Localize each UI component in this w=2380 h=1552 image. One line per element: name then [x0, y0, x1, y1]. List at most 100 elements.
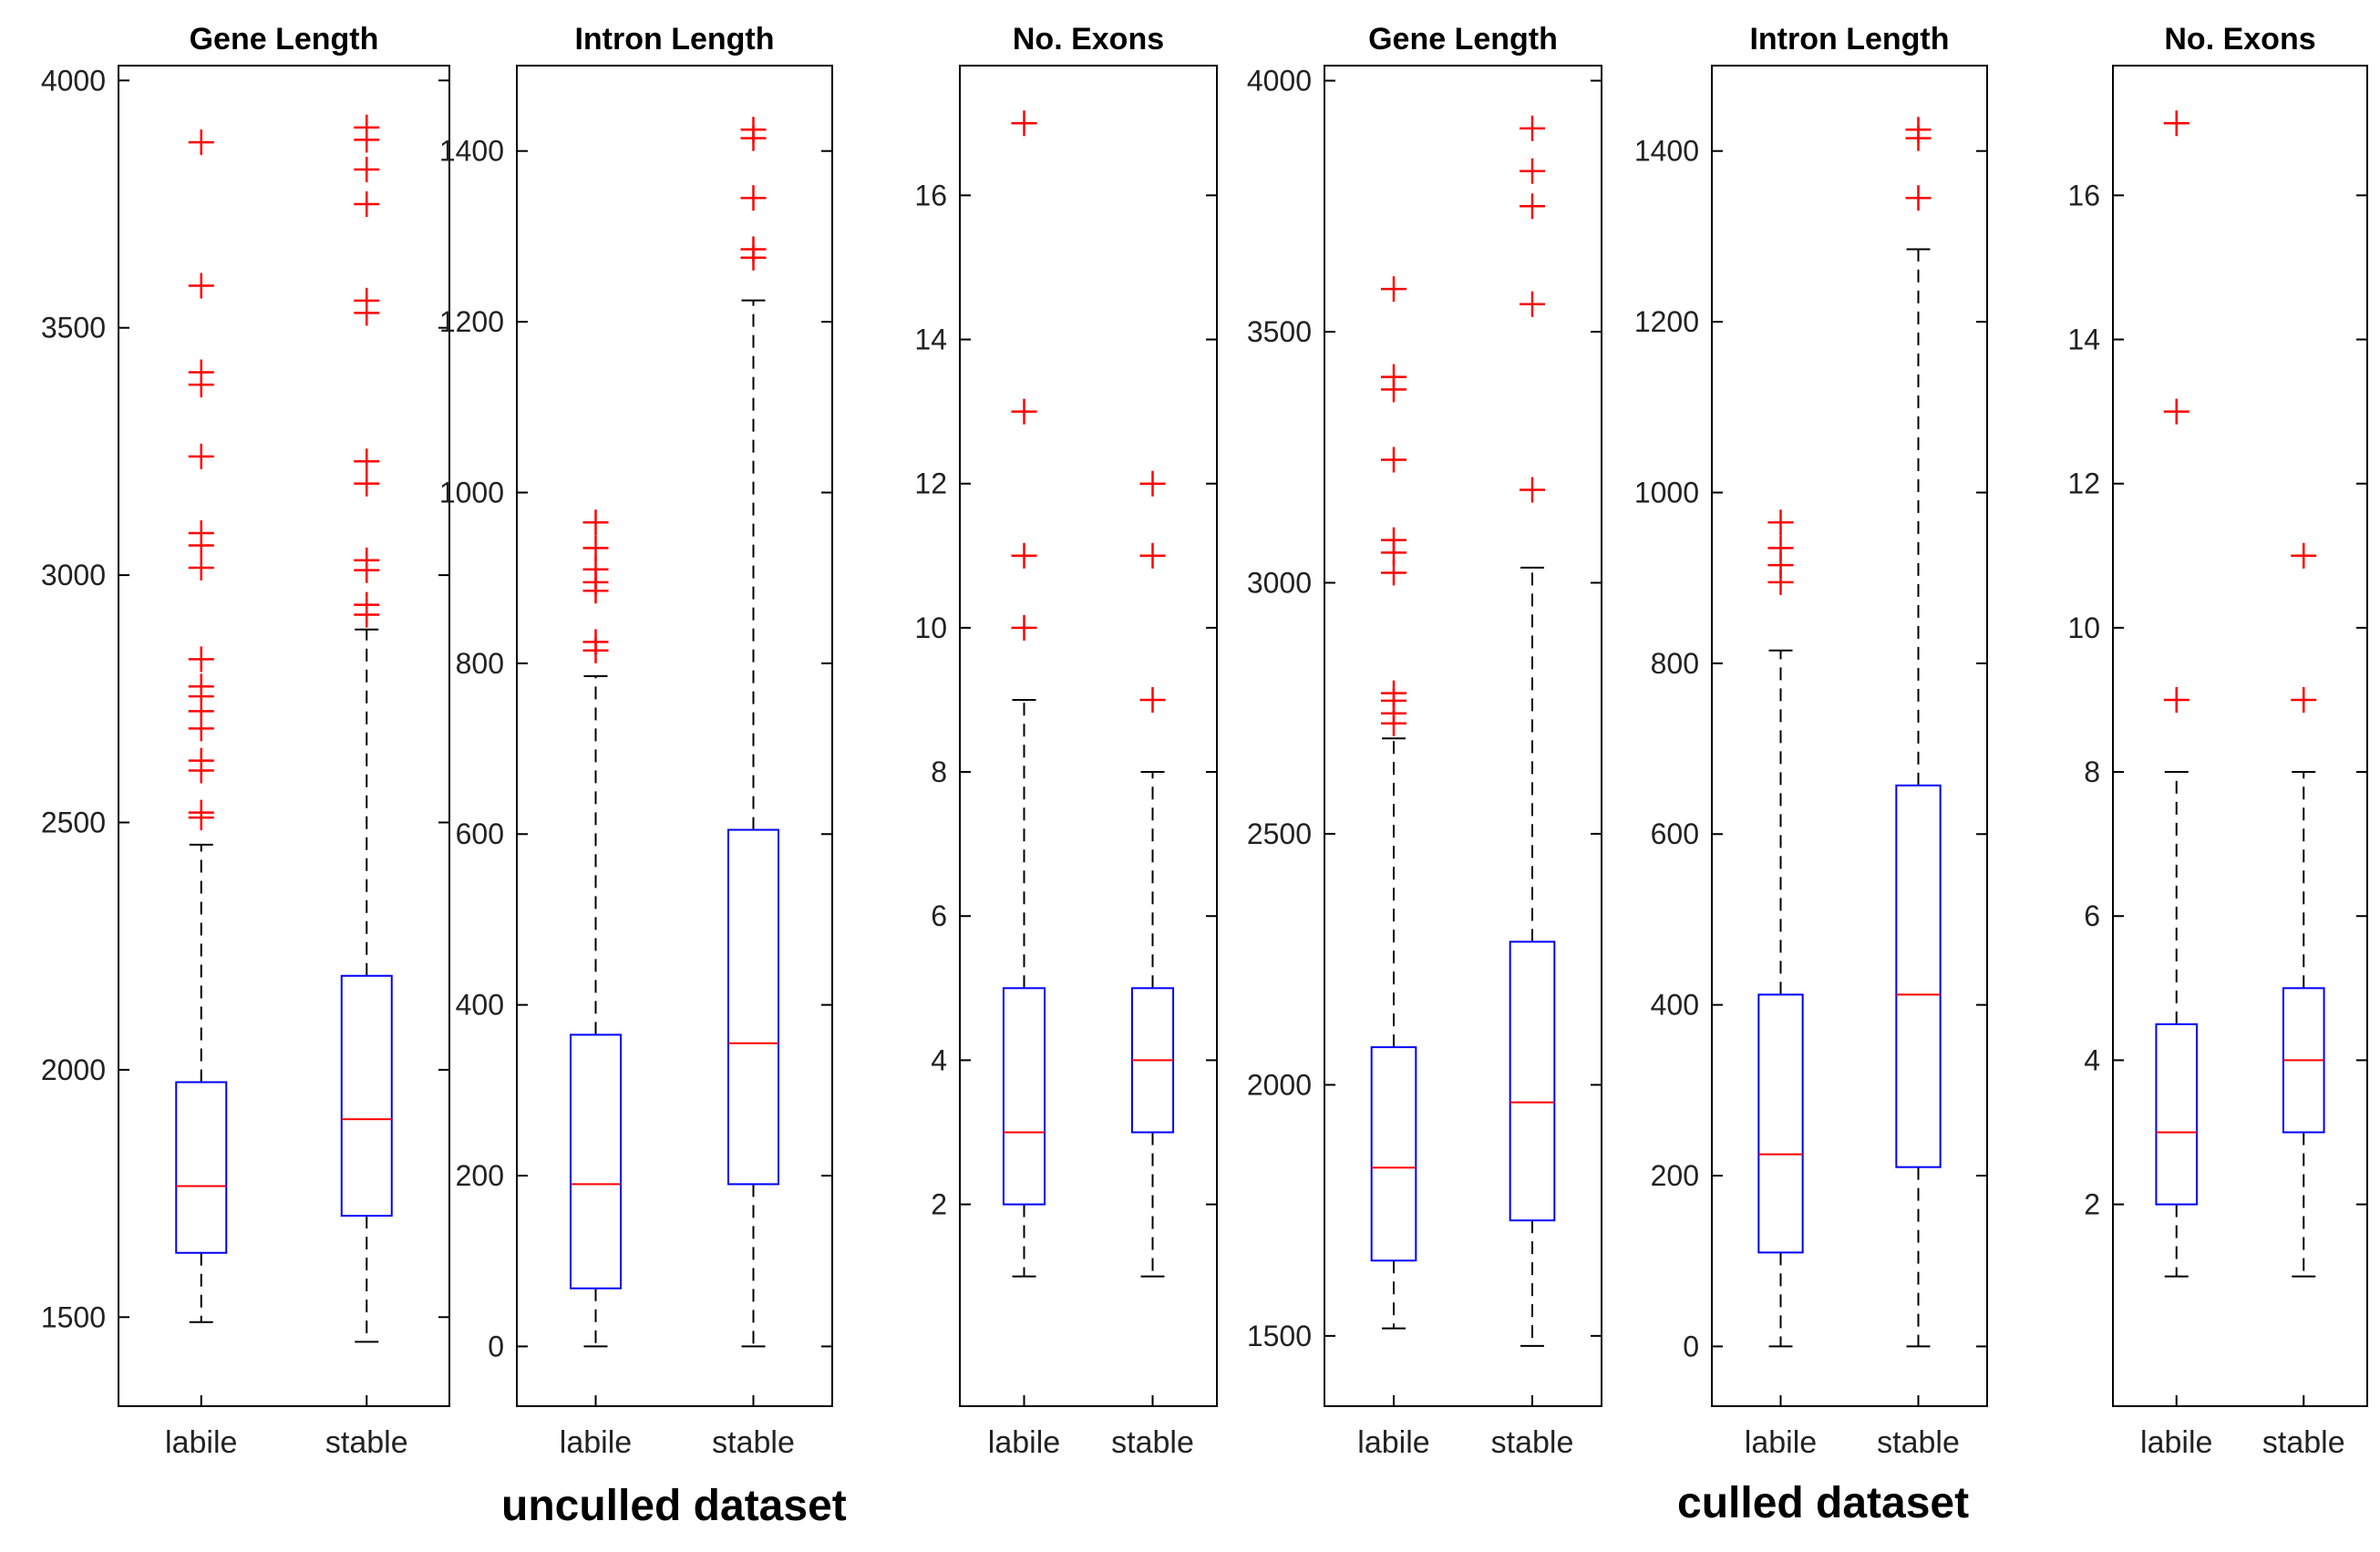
- outlier-marker: [1139, 686, 1166, 713]
- iqr-box: [1002, 987, 1046, 1206]
- y-tick-label: 200: [456, 1159, 504, 1192]
- y-tick-label: 14: [2067, 324, 2100, 356]
- outlier-marker: [582, 556, 609, 582]
- outlier-marker: [188, 799, 214, 826]
- x-tick-label: stable: [1877, 1425, 1960, 1460]
- y-tick-label: 2500: [41, 806, 106, 838]
- y-tick-label: 8: [931, 755, 947, 788]
- plot-frame: [118, 65, 450, 1407]
- panel-title: Gene Length: [1368, 22, 1558, 57]
- outlier-marker: [740, 236, 767, 262]
- y-tick-label: 16: [914, 179, 947, 211]
- y-tick-label: 12: [2067, 468, 2100, 500]
- panel-title: Gene Length: [190, 22, 379, 57]
- x-tick-label: labile: [2140, 1425, 2212, 1460]
- y-tick-label: 14: [914, 324, 947, 356]
- caption-culled: culled dataset: [1677, 1479, 1970, 1527]
- y-tick-label: 400: [456, 989, 504, 1022]
- iqr-box: [1370, 1046, 1417, 1262]
- y-tick-label: 12: [914, 468, 947, 500]
- outlier-marker: [740, 185, 767, 211]
- outlier-marker: [188, 272, 214, 299]
- outlier-marker: [740, 117, 767, 143]
- outlier-marker: [582, 535, 609, 561]
- y-tick-label: 6: [2084, 899, 2100, 932]
- outlier-marker: [1767, 509, 1794, 536]
- iqr-box: [1509, 940, 1556, 1222]
- outlier-marker: [1381, 447, 1406, 473]
- plot-frame: [1324, 65, 1602, 1407]
- outlier-marker: [2163, 686, 2189, 713]
- outlier-marker: [1381, 364, 1406, 390]
- plot-frame: [959, 65, 1218, 1407]
- x-tick-label: stable: [325, 1425, 408, 1460]
- x-tick-label: labile: [560, 1425, 632, 1460]
- y-tick-label: 8: [2084, 755, 2100, 788]
- outlier-marker: [188, 129, 214, 156]
- panel-title: Intron Length: [574, 22, 774, 57]
- outlier-marker: [188, 747, 214, 774]
- outlier-marker: [1139, 542, 1166, 569]
- outlier-marker: [1905, 117, 1932, 143]
- y-tick-label: 1200: [439, 305, 504, 338]
- y-tick-label: 800: [456, 647, 504, 680]
- outlier-marker: [354, 470, 380, 497]
- y-tick-label: 10: [2067, 612, 2100, 644]
- iqr-box: [570, 1033, 622, 1290]
- x-tick-label: stable: [2262, 1425, 2345, 1460]
- y-tick-label: 2: [931, 1188, 947, 1221]
- y-tick-label: 800: [1651, 647, 1699, 680]
- y-tick-label: 16: [2067, 179, 2100, 211]
- iqr-box: [175, 1081, 228, 1254]
- y-tick-label: 1000: [1634, 476, 1699, 509]
- iqr-box: [1757, 993, 1804, 1254]
- y-tick-label: 3000: [41, 559, 106, 591]
- outlier-marker: [354, 156, 380, 182]
- y-tick-label: 0: [488, 1330, 504, 1362]
- y-tick-label: 1200: [1634, 305, 1699, 338]
- y-tick-label: 2: [2084, 1188, 2100, 1221]
- boxplot-panel-4: Gene Length 1500 2000 2500 3000 3500 4000 labil…: [1247, 22, 1602, 1460]
- y-tick-label: 4: [2084, 1043, 2100, 1076]
- outlier-marker: [354, 448, 380, 475]
- x-tick-label: labile: [1745, 1425, 1817, 1460]
- plot-frame: [516, 65, 833, 1407]
- outlier-marker: [188, 519, 214, 546]
- outlier-marker: [1767, 535, 1794, 561]
- x-tick-label: labile: [988, 1425, 1060, 1460]
- boxplot-panel-3: No. Exons 2 4 6 8 10 12 14 16 labile stable: [914, 22, 1218, 1460]
- outlier-marker: [1520, 193, 1545, 220]
- y-tick-label: 1400: [1634, 135, 1699, 168]
- plot-frame: [1711, 65, 1988, 1407]
- y-tick-label: 3000: [1247, 566, 1312, 599]
- boxplot-panel-5: Intron Length 0 200 400 600 800 1000 1200 1400 la…: [1634, 22, 1988, 1460]
- outlier-marker: [1905, 185, 1932, 211]
- outlier-marker: [354, 547, 380, 573]
- plot-frame: [2112, 65, 2368, 1407]
- outlier-marker: [188, 554, 214, 581]
- outlier-marker: [354, 190, 380, 217]
- outlier-marker: [2291, 686, 2317, 713]
- outlier-marker: [1520, 115, 1545, 141]
- y-tick-label: 200: [1651, 1159, 1699, 1192]
- outlier-marker: [1011, 542, 1037, 569]
- y-tick-label: 10: [914, 612, 947, 644]
- y-tick-label: 2000: [1247, 1068, 1312, 1101]
- outlier-marker: [188, 673, 214, 700]
- panel-title: No. Exons: [2164, 22, 2315, 57]
- y-tick-label: 1000: [439, 476, 504, 509]
- outlier-marker: [582, 509, 609, 536]
- y-tick-label: 1500: [1247, 1320, 1312, 1352]
- y-tick-label: 3500: [41, 312, 106, 344]
- y-tick-label: 600: [456, 817, 504, 850]
- y-tick-label: 400: [1651, 989, 1699, 1022]
- iqr-box: [2155, 1023, 2199, 1206]
- y-tick-label: 600: [1651, 817, 1699, 850]
- outlier-marker: [188, 443, 214, 469]
- y-tick-label: 4000: [1247, 65, 1312, 98]
- outlier-marker: [1381, 680, 1406, 706]
- x-tick-label: labile: [1357, 1425, 1429, 1460]
- outlier-marker: [1520, 291, 1545, 317]
- x-tick-label: stable: [1111, 1425, 1194, 1460]
